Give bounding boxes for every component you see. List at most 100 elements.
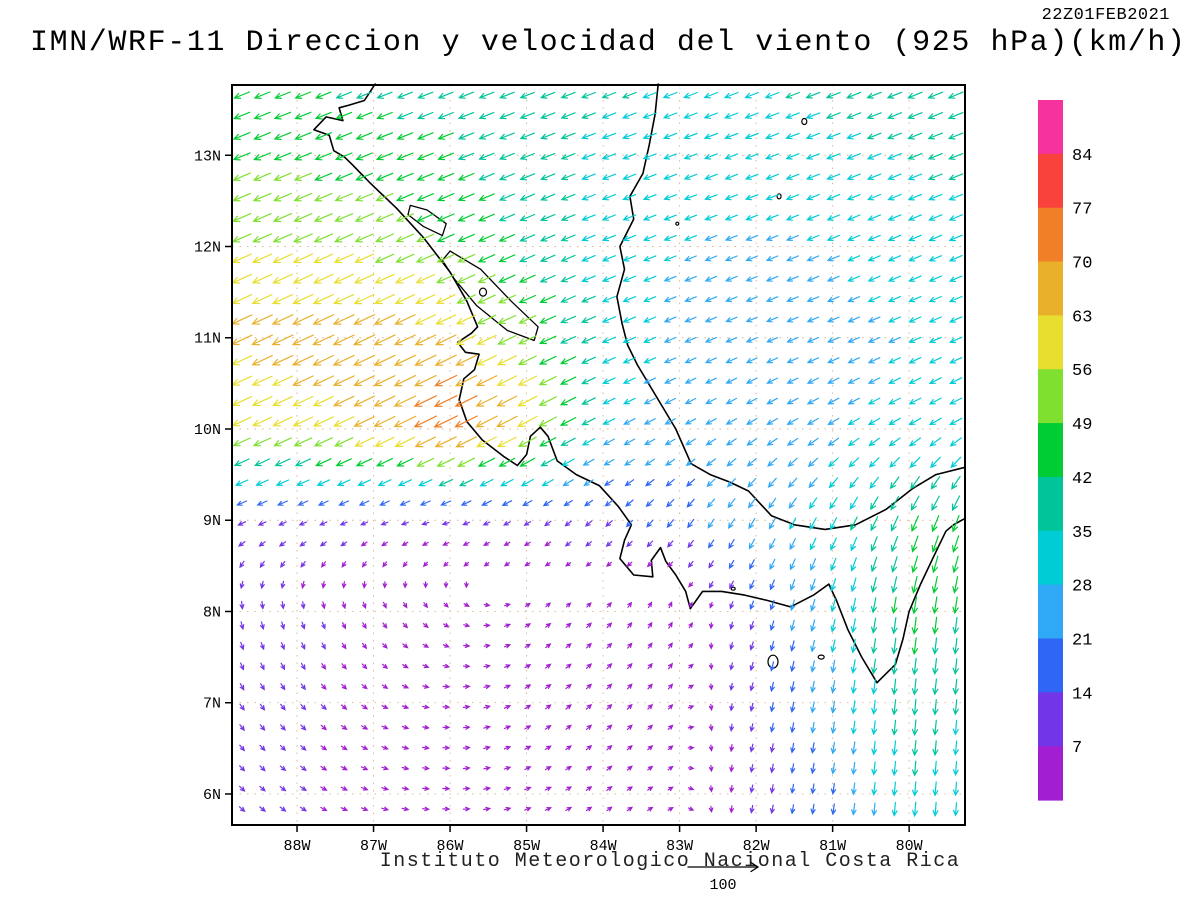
wind-arrow (457, 457, 476, 467)
wind-arrow (335, 111, 353, 120)
wind-arrow (539, 234, 556, 242)
wind-arrow (928, 336, 942, 344)
wind-arrow (704, 337, 717, 343)
wind-arrow (524, 725, 532, 730)
wind-arrow (684, 255, 697, 262)
wind-arrow (707, 539, 715, 549)
wind-arrow (565, 683, 572, 690)
wind-arrow (271, 314, 294, 325)
wind-arrow (275, 479, 290, 486)
wind-arrow (826, 153, 841, 160)
wind-arrow (847, 336, 860, 343)
wind-arrow (786, 397, 799, 405)
wind-arrow (313, 213, 333, 222)
wind-arrow (438, 479, 454, 487)
wind-arrow (602, 397, 616, 405)
wind-arrow (928, 193, 943, 201)
wind-arrow (524, 663, 532, 669)
wind-arrow (321, 601, 326, 610)
wind-arrow (560, 193, 576, 201)
wind-arrow (765, 194, 779, 201)
wind-arrow (769, 743, 775, 754)
wind-arrow (477, 233, 495, 242)
wind-arrow (478, 173, 495, 181)
wind-arrow (251, 355, 273, 366)
colorbar-segment (1038, 692, 1063, 747)
wind-arrow (381, 704, 389, 709)
wind-arrow (769, 558, 776, 571)
colorbar-label: 21 (1072, 632, 1092, 651)
wind-arrow (870, 516, 879, 532)
wind-arrow (851, 720, 857, 735)
wind-arrow (455, 436, 477, 448)
wind-arrow (685, 458, 696, 467)
wind-arrow (354, 192, 374, 202)
wind-arrow (662, 132, 678, 140)
wind-arrow (462, 786, 471, 791)
wind-arrow (622, 214, 637, 221)
wind-arrow (442, 745, 451, 751)
wind-arrow (300, 765, 307, 772)
wind-arrow (416, 233, 435, 243)
wind-arrow (785, 194, 800, 201)
colorbar-segment (1038, 584, 1063, 639)
wind-arrow (622, 194, 637, 201)
wind-arrow (436, 253, 455, 263)
wind-arrow (745, 377, 758, 384)
wind-arrow (867, 336, 881, 343)
wind-arrow (646, 561, 653, 568)
wind-arrow (239, 662, 245, 671)
wind-arrow (274, 91, 291, 99)
wind-arrow (847, 234, 861, 242)
wind-arrow (683, 194, 698, 201)
wind-arrow (703, 91, 719, 99)
wind-arrow (539, 254, 556, 262)
wind-arrow (232, 437, 251, 447)
wind-arrow (381, 765, 390, 771)
colorbar-segment (1038, 746, 1063, 801)
wind-arrow (333, 253, 354, 264)
wind-arrow (585, 541, 592, 547)
wind-arrow (565, 622, 572, 628)
wind-arrow (667, 745, 674, 751)
wind-arrow (789, 599, 796, 612)
wind-arrow (497, 314, 517, 324)
wind-arrow (810, 558, 817, 571)
wind-arrow (626, 662, 633, 670)
wind-arrow (846, 214, 861, 221)
wind-arrow (483, 664, 491, 669)
wind-arrow (908, 357, 922, 364)
wind-arrow (788, 497, 797, 510)
wind-arrow (850, 638, 857, 654)
wind-arrow (749, 702, 755, 713)
wind-arrow (663, 153, 677, 160)
wind-arrow (667, 724, 674, 730)
wind-arrow (928, 316, 942, 323)
wind-arrow (396, 132, 414, 140)
wind-arrow (748, 518, 756, 530)
wind-arrow (271, 334, 294, 346)
wind-arrow (455, 354, 477, 366)
wind-arrow (503, 561, 510, 567)
wind-arrow (238, 806, 246, 813)
wind-arrow (499, 112, 515, 120)
wind-arrow (560, 234, 576, 242)
wind-arrow (708, 764, 714, 773)
wind-arrow (806, 234, 820, 241)
wind-arrow (544, 724, 552, 730)
wind-arrow (606, 724, 613, 731)
wind-arrow (766, 437, 778, 446)
wind-arrow (524, 766, 532, 771)
wind-arrow (928, 275, 942, 282)
wind-arrow (271, 355, 294, 366)
colorbar-label: 7 (1072, 739, 1082, 758)
lake-outline (441, 250, 539, 342)
wind-arrow (765, 173, 779, 180)
wind-arrow (382, 581, 388, 589)
wind-arrow (373, 314, 396, 325)
wind-arrow (292, 416, 314, 427)
wind-arrow (381, 725, 389, 730)
wind-arrow (475, 375, 498, 386)
wind-arrow (539, 315, 557, 324)
wind-arrow (416, 457, 435, 467)
